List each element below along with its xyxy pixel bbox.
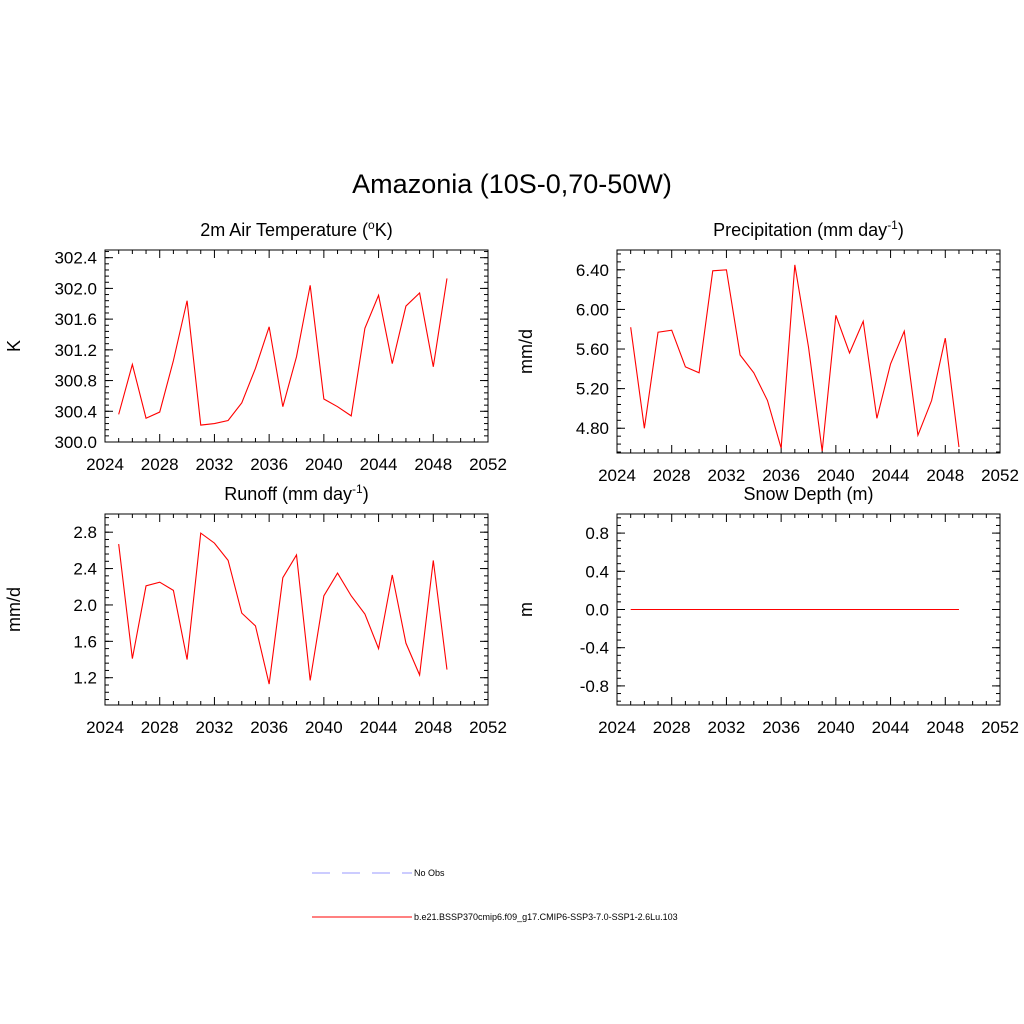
runoff-y-tick-label: 1.6 [73,632,97,651]
temperature-x-tick-label: 2024 [86,455,124,474]
runoff-y-axis-label: mm/d [4,587,24,632]
precipitation-x-tick-label: 2036 [762,466,800,485]
runoff-x-tick-label: 2040 [305,718,343,737]
precipitation-title: Precipitation (mm day-1) [713,218,904,240]
snow-depth-x-tick-label: 2048 [926,718,964,737]
runoff-series-line [118,532,448,685]
precipitation-x-tick-label: 2040 [817,466,855,485]
snow-depth-x-tick-label: 2052 [981,718,1019,737]
precipitation-y-tick-label: 5.20 [576,380,609,399]
runoff-x-tick-label: 2036 [250,718,288,737]
temperature-series-line [118,278,448,426]
temperature-x-tick-label: 2028 [141,455,179,474]
snow-depth-y-tick-label: 0.4 [585,562,609,581]
runoff-y-tick-label: 2.0 [73,596,97,615]
snow-depth-title: Snow Depth (m) [743,484,873,504]
snow-depth-y-axis-label: m [516,602,536,617]
runoff-y-tick-label: 2.8 [73,523,97,542]
snow-depth-y-tick-label: -0.8 [580,677,609,696]
legend: No Obs b.e21.BSSP370cmip6.f09_g17.CMIP6-… [312,868,678,922]
runoff-x-tick-label: 2024 [86,718,124,737]
snow-depth-x-tick-label: 2036 [762,718,800,737]
temperature-y-tick-label: 300.8 [54,372,97,391]
temperature-x-tick-label: 2032 [196,455,234,474]
snow-depth-x-tick-label: 2028 [653,718,691,737]
precipitation-x-tick-label: 2044 [872,466,910,485]
runoff-x-tick-label: 2028 [141,718,179,737]
runoff-title: Runoff (mm day-1) [224,482,368,504]
snow-depth-x-tick-label: 2044 [872,718,910,737]
runoff-y-tick-label: 1.2 [73,669,97,688]
panel-precipitation: Precipitation (mm day-1) mm/d 2024 2028 2032… [516,218,1019,485]
precipitation-y-tick-label: 6.00 [576,300,609,319]
runoff-x-tick-label: 2044 [360,718,398,737]
temperature-y-tick-label: 302.4 [54,249,97,268]
temperature-y-tick-label: 302.0 [54,279,97,298]
temperature-plot-frame [104,249,489,443]
temperature-x-tick-label: 2048 [414,455,452,474]
temperature-title: 2m Air Temperature (oK) [200,218,392,240]
precipitation-x-tick-label: 2048 [926,466,964,485]
temperature-y-tick-label: 301.6 [54,310,97,329]
runoff-x-tick-label: 2052 [469,718,507,737]
runoff-y-tick-label: 2.4 [73,560,97,579]
temperature-y-tick-label: 300.0 [54,433,97,452]
temperature-x-tick-label: 2036 [250,455,288,474]
snow-depth-y-tick-label: -0.4 [580,639,609,658]
snow-depth-y-tick-label: 0.0 [585,601,609,620]
snow-depth-x-tick-label: 2032 [708,718,746,737]
temperature-x-tick-label: 2044 [360,455,398,474]
panel-snow-depth: Snow Depth (m) m 2024 2028 2032 2036 2040 2044 2… [516,484,1019,737]
runoff-x-tick-label: 2032 [196,718,234,737]
panel-temperature: 2m Air Temperature (oK) K 2024 2028 2032 2036… [4,218,507,474]
precipitation-series-line [630,264,960,452]
figure-title: Amazonia (10S-0,70-50W) [352,169,672,199]
temperature-y-tick-label: 301.2 [54,341,97,360]
precipitation-y-tick-label: 4.80 [576,419,609,438]
runoff-x-tick-label: 2048 [414,718,452,737]
panel-runoff: Runoff (mm day-1) mm/d 2024 2028 2032 2036 204… [4,482,507,737]
temperature-x-tick-label: 2040 [305,455,343,474]
legend-model-label: b.e21.BSSP370cmip6.f09_g17.CMIP6-SSP3-7.… [414,912,678,922]
precipitation-y-tick-label: 6.40 [576,261,609,280]
precipitation-y-axis-label: mm/d [516,329,536,374]
precipitation-x-tick-label: 2032 [708,466,746,485]
snow-depth-x-tick-label: 2040 [817,718,855,737]
snow-depth-y-tick-label: 0.8 [585,524,609,543]
precipitation-x-tick-label: 2052 [981,466,1019,485]
precipitation-x-tick-label: 2024 [598,466,636,485]
runoff-plot-frame [104,513,489,706]
temperature-x-tick-label: 2052 [469,455,507,474]
snow-depth-x-tick-label: 2024 [598,718,636,737]
temperature-y-tick-label: 300.4 [54,402,97,421]
precipitation-x-tick-label: 2028 [653,466,691,485]
precipitation-y-tick-label: 5.60 [576,340,609,359]
legend-no-obs-label: No Obs [414,868,445,878]
temperature-y-axis-label: K [4,340,24,352]
